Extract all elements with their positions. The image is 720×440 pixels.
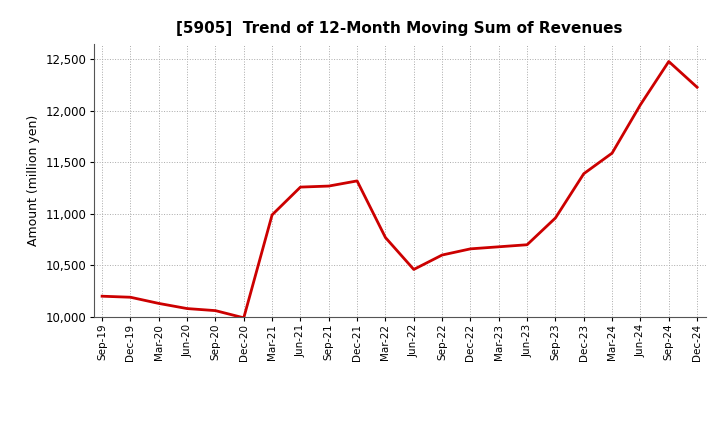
Y-axis label: Amount (million yen): Amount (million yen) — [27, 115, 40, 246]
Title: [5905]  Trend of 12-Month Moving Sum of Revenues: [5905] Trend of 12-Month Moving Sum of R… — [176, 21, 623, 36]
